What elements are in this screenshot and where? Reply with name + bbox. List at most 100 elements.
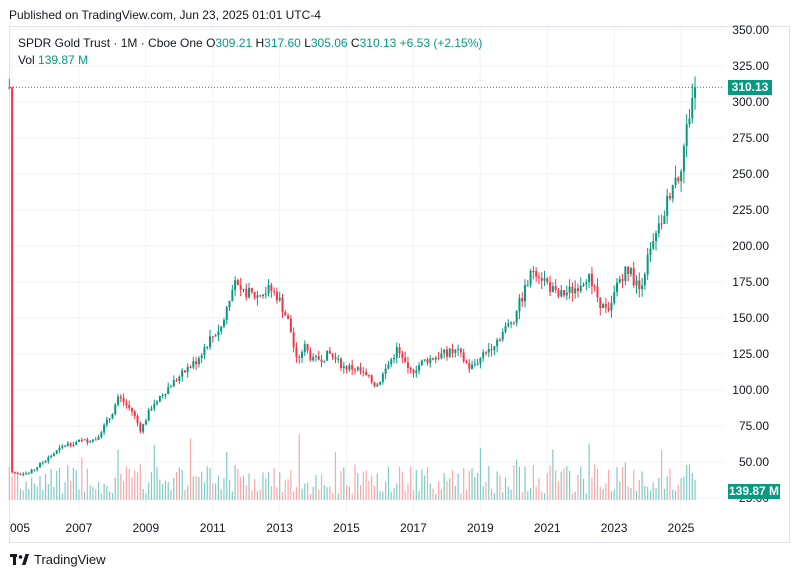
candle-body <box>365 371 368 376</box>
candle-body <box>209 336 212 347</box>
volume-bar <box>485 481 487 500</box>
y-tick-label: 350.00 <box>732 23 769 37</box>
candle-body <box>222 320 225 327</box>
volume-bar <box>582 478 585 500</box>
candle-body <box>420 360 423 366</box>
candle-body <box>384 368 387 374</box>
candle-body <box>278 297 281 301</box>
volume-bar <box>267 471 270 500</box>
candle-body <box>189 366 192 368</box>
candle-body <box>200 355 203 358</box>
candle-body <box>457 348 460 350</box>
candle-body <box>33 469 36 471</box>
candle-body <box>261 294 264 297</box>
candle-body <box>273 291 276 293</box>
candle-body <box>122 398 125 403</box>
volume-bar <box>574 491 576 500</box>
candle-body <box>323 360 326 362</box>
candle-body <box>97 437 100 440</box>
x-tick-label: 2019 <box>467 521 494 535</box>
volume-bar <box>100 493 102 500</box>
candle-body <box>671 184 674 199</box>
volume-bar <box>281 491 284 500</box>
volume-bar <box>170 490 172 500</box>
volume-bar <box>674 490 677 500</box>
candle-body <box>479 357 482 364</box>
candle-body <box>588 273 591 283</box>
candle-body <box>668 195 671 199</box>
volume-bar <box>624 462 626 500</box>
volume-bar <box>385 481 387 500</box>
candle-body <box>618 279 621 283</box>
candle-body <box>685 124 688 147</box>
candle-body <box>543 278 546 281</box>
candle-body <box>565 292 568 296</box>
tradingview-brand: TradingView <box>34 552 106 567</box>
candle-body <box>510 322 513 324</box>
volume-bar <box>240 476 242 500</box>
volume-bar <box>293 491 295 500</box>
candle-body <box>117 396 120 405</box>
candle-body <box>256 295 259 298</box>
volume-bar <box>585 493 587 500</box>
x-tick-label: 005 <box>10 521 30 535</box>
volume-bar <box>649 490 652 500</box>
candle-body <box>434 357 437 360</box>
candle-body <box>557 289 560 297</box>
candle-body <box>55 450 58 454</box>
candle-body <box>25 473 28 475</box>
candle-body <box>635 280 638 286</box>
candle-body <box>345 366 348 370</box>
volume-bar <box>432 488 434 500</box>
candle-body <box>172 379 175 387</box>
volume-bar <box>663 488 665 500</box>
candle-body <box>409 367 412 370</box>
candle-body <box>406 362 409 368</box>
candle-body <box>532 270 535 272</box>
x-tick-label: 2017 <box>400 521 427 535</box>
candle-body <box>529 270 532 285</box>
volume-bar <box>273 468 275 500</box>
candle-body <box>395 347 398 358</box>
tradingview-logo[interactable]: TradingView <box>10 552 106 567</box>
volume-bar <box>47 484 49 500</box>
volume-bar <box>78 489 80 500</box>
candle-body <box>44 461 47 463</box>
volume-bar <box>254 479 256 500</box>
candle-body <box>301 352 304 358</box>
candle-body <box>30 469 33 474</box>
volume-bar <box>70 480 72 500</box>
x-tick-label: 2011 <box>200 521 226 535</box>
volume-bar <box>518 466 521 500</box>
candle-body <box>284 312 287 316</box>
volume-bar <box>613 489 615 500</box>
candle-body <box>108 418 111 420</box>
symbol-title[interactable]: SPDR Gold Trust · 1M · Cboe One <box>18 36 203 50</box>
volume-bar <box>128 469 130 500</box>
volume-bar <box>323 485 325 500</box>
volume-bar <box>136 472 139 500</box>
y-tick-label: 225.00 <box>732 203 769 217</box>
volume-bar <box>326 487 328 500</box>
volume-bar <box>451 470 454 500</box>
volume-bar <box>387 466 390 500</box>
high-label: H <box>255 36 265 50</box>
volume-bar <box>504 477 507 500</box>
volume-bar <box>457 473 459 500</box>
volume-bar <box>599 486 601 500</box>
candle-body <box>167 387 170 394</box>
y-tick-label: 200.00 <box>732 239 769 253</box>
volume-bar <box>635 490 638 500</box>
candle-body <box>540 278 543 281</box>
candle-body <box>632 268 635 286</box>
volume-bar <box>552 449 554 500</box>
volume-bar <box>14 474 16 500</box>
candle-body <box>253 292 256 298</box>
volume-bar <box>477 472 479 500</box>
candle-body <box>220 326 223 332</box>
candle-body <box>585 282 588 285</box>
volume-bar <box>577 474 579 500</box>
candle-body <box>512 322 515 324</box>
volume-bar <box>19 488 22 500</box>
